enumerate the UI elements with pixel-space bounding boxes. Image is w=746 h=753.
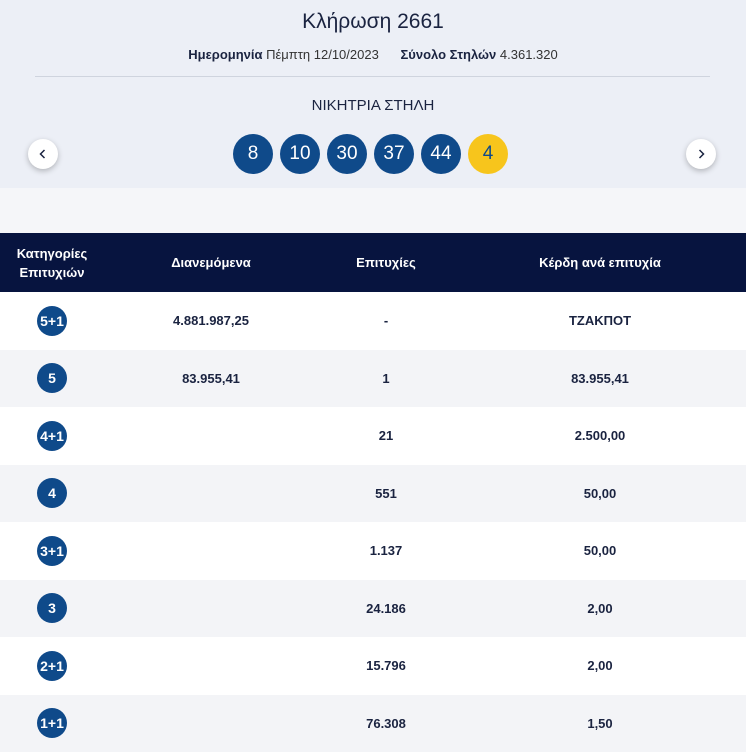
category-cell: 4 (0, 478, 104, 509)
category-badge: 1+1 (37, 708, 67, 739)
prize-cell: 2.500,00 (574, 428, 626, 444)
prize-cell: 1,50 (587, 715, 613, 731)
category-badge: 3+1 (37, 535, 67, 566)
columns: 4.361.320 (499, 47, 558, 62)
prev-icon (39, 149, 46, 159)
prize-cell: 83.955,41 (571, 370, 629, 386)
category-cell: 5 (0, 363, 104, 394)
draw-title: Κλήρωση 2661 (302, 10, 444, 33)
spacer (0, 188, 746, 233)
category-badge: 5+1 (37, 305, 67, 336)
table-row: 2+1 15.796 2,00 (0, 637, 746, 695)
header-cell: Κέρδη ανά επιτυχία (539, 255, 661, 270)
winners-cell: - (383, 313, 389, 329)
table-row: 3+1 1.137 50,00 (0, 522, 746, 580)
next-icon (698, 149, 705, 159)
winners-cell: 24.186 (366, 600, 406, 616)
table-row: 1+1 76.308 1,50 (0, 694, 746, 752)
category-cell: 5+1 (0, 305, 104, 336)
distributed-cell: 4.881.987,25 (173, 313, 249, 329)
bonus-ball: 4 (468, 134, 508, 174)
category-badge: 4+1 (37, 420, 67, 451)
distributed-cell: 83.955,41 (182, 370, 240, 386)
ball: 8 (233, 134, 273, 174)
winners-cell: 21 (378, 428, 394, 444)
winners-cell: 1 (382, 370, 390, 386)
ball: 37 (374, 134, 414, 174)
category-badge: 4 (37, 478, 67, 509)
columns-label: Σύνολο Στηλών (400, 47, 497, 62)
winners-cell: 15.796 (366, 658, 406, 674)
winners-cell: 1.137 (369, 543, 403, 559)
category-cell: 3+1 (0, 535, 104, 566)
table-row: 5 83.955,41 1 83.955,41 (0, 349, 746, 407)
next-button[interactable] (686, 139, 716, 169)
winning-title: ΝΙΚΗΤΡΙΑ ΣΤΗΛΗ (311, 97, 435, 114)
divider (35, 76, 710, 77)
category-badge: 2+1 (37, 650, 67, 681)
table-row: 3 24.186 2,00 (0, 579, 746, 637)
table-header: Κατηγορίες Επιτυχιών Διανεμόμενα Επιτυχίες… (0, 233, 746, 292)
category-cell: 1+1 (0, 708, 104, 739)
date-label: Ημερομηνία (188, 47, 263, 62)
header-text: Κατηγορίες Επιτυχιών (16, 245, 88, 280)
category-cell: 2+1 (0, 650, 104, 681)
header-cell: Διανεμόμενα (171, 255, 251, 270)
ball: 10 (280, 134, 320, 174)
category-cell: 4+1 (0, 420, 104, 451)
prize-cell: ΤΖΑΚΠΟΤ (568, 313, 632, 329)
prize-cell: 2,00 (587, 600, 613, 616)
prize-cell: 50,00 (583, 485, 617, 501)
header-cell: Επιτυχίες (356, 255, 416, 270)
header-cell: Κατηγορίες Επιτυχιών (0, 244, 104, 282)
ball: 30 (327, 134, 367, 174)
date: Πέμπτη 12/10/2023 (266, 47, 379, 62)
table-row: 5+1 4.881.987,25 - ΤΖΑΚΠΟΤ (0, 292, 746, 350)
draw-meta: Ημερομηνία Πέμπτη 12/10/2023 Σύνολο Στηλ… (0, 47, 746, 62)
table-row: 4+1 21 2.500,00 (0, 407, 746, 465)
prize-cell: 2,00 (587, 658, 613, 674)
ball: 44 (421, 134, 461, 174)
prev-button[interactable] (28, 139, 58, 169)
results-table: Κατηγορίες Επιτυχιών Διανεμόμενα Επιτυχίες… (0, 233, 746, 752)
category-cell: 3 (0, 593, 104, 624)
prize-cell: 50,00 (583, 543, 617, 559)
winners-cell: 76.308 (366, 715, 406, 731)
draw-header (0, 0, 746, 188)
category-badge: 3 (37, 593, 67, 624)
winners-cell: 551 (375, 485, 397, 501)
category-badge: 5 (37, 363, 67, 394)
table-row: 4 551 50,00 (0, 464, 746, 522)
